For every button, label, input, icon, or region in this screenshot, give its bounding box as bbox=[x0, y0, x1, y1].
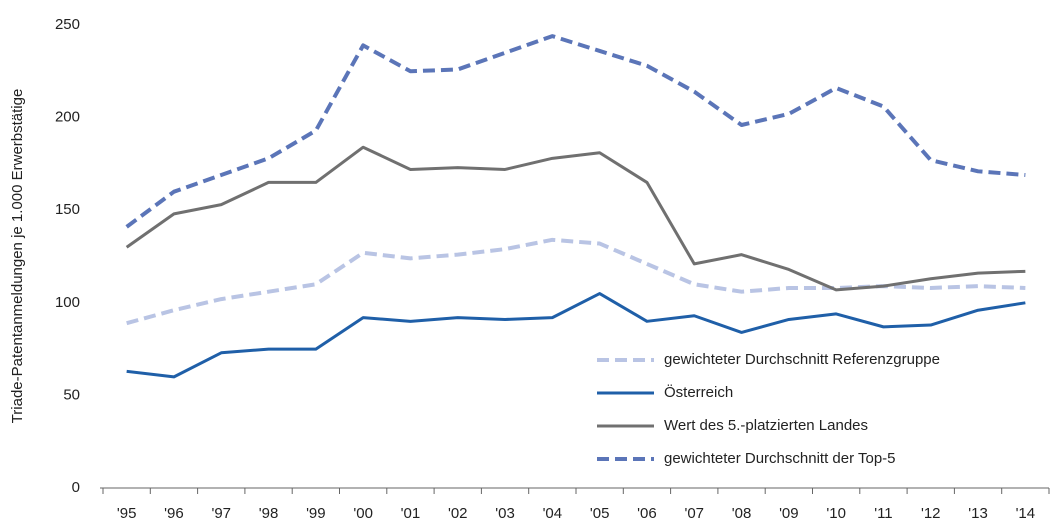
line-series bbox=[126, 292, 1026, 379]
x-tick-label: '14 bbox=[1016, 505, 1036, 522]
x-tick-label: '09 bbox=[779, 505, 799, 522]
y-axis-label: Triade-Patentanmeldungen je 1.000 Erwerb… bbox=[9, 89, 26, 424]
y-tick-label: 150 bbox=[55, 201, 80, 218]
x-tick-label: '10 bbox=[826, 505, 846, 522]
x-tick-label: '06 bbox=[637, 505, 657, 522]
x-tick-label: '02 bbox=[448, 505, 468, 522]
x-tick-label: '97 bbox=[211, 505, 231, 522]
y-tick-label: 50 bbox=[63, 386, 80, 403]
line-series bbox=[126, 237, 1026, 326]
x-tick-label: '07 bbox=[684, 505, 704, 522]
x-tick-label: '01 bbox=[401, 505, 421, 522]
x-tick-label: '12 bbox=[921, 505, 941, 522]
y-tick-label: 100 bbox=[55, 294, 80, 311]
x-tick-label: '04 bbox=[543, 505, 563, 522]
line-series bbox=[125, 34, 1026, 229]
x-tick-label: '13 bbox=[968, 505, 988, 522]
x-tick-label: '00 bbox=[353, 505, 373, 522]
x-tick-label: '96 bbox=[164, 505, 184, 522]
x-tick-label: '11 bbox=[874, 505, 892, 522]
legend-label: gewichteter Durchschnitt Referenzgruppe bbox=[664, 351, 940, 368]
legend-label: gewichteter Durchschnitt der Top-5 bbox=[664, 450, 896, 467]
x-tick-label: '08 bbox=[732, 505, 752, 522]
legend-label: Wert des 5.-platzierten Landes bbox=[664, 417, 868, 434]
x-tick-label: '05 bbox=[590, 505, 610, 522]
legend-box bbox=[589, 340, 1009, 480]
x-tick-label: '98 bbox=[259, 505, 279, 522]
x-tick-label: '95 bbox=[117, 505, 137, 522]
legend: gewichteter Durchschnitt Referenzgruppe Ö… bbox=[589, 340, 1009, 480]
line-series bbox=[125, 145, 1026, 292]
y-tick-label: 0 bbox=[72, 479, 80, 496]
x-tick-label: '03 bbox=[495, 505, 515, 522]
legend-label: Österreich bbox=[664, 383, 733, 401]
y-tick-label: 250 bbox=[55, 16, 80, 33]
y-tick-label: 200 bbox=[55, 109, 80, 126]
x-tick-label: '99 bbox=[306, 505, 326, 522]
